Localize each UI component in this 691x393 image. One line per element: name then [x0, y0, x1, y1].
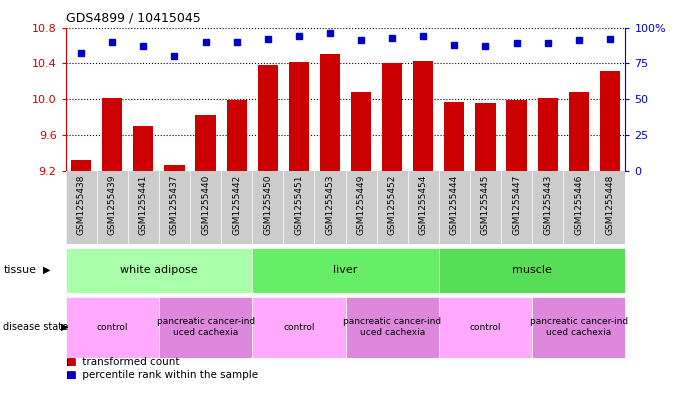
Bar [439, 248, 625, 293]
Text: GSM1255448: GSM1255448 [605, 174, 614, 235]
Text: GSM1255446: GSM1255446 [574, 174, 583, 235]
Bar [346, 297, 439, 358]
Text: GSM1255437: GSM1255437 [170, 174, 179, 235]
Bar [289, 62, 309, 393]
Text: tissue: tissue [3, 265, 37, 275]
Bar [439, 297, 532, 358]
Text: ■  percentile rank within the sample: ■ percentile rank within the sample [66, 370, 258, 380]
Text: GDS4899 / 10415045: GDS4899 / 10415045 [66, 12, 200, 25]
Text: GSM1255449: GSM1255449 [357, 174, 366, 235]
Text: ▶: ▶ [61, 322, 68, 332]
Text: disease state: disease state [3, 322, 68, 332]
Bar [444, 102, 464, 393]
Bar [538, 98, 558, 393]
Bar [66, 248, 252, 293]
Bar [252, 297, 346, 358]
Text: GSM1255439: GSM1255439 [108, 174, 117, 235]
Text: GSM1255438: GSM1255438 [77, 174, 86, 235]
Text: pancreatic cancer-ind
uced cachexia: pancreatic cancer-ind uced cachexia [156, 318, 255, 337]
Text: GSM1255441: GSM1255441 [139, 174, 148, 235]
Text: GSM1255450: GSM1255450 [263, 174, 272, 235]
Text: GSM1255454: GSM1255454 [419, 174, 428, 235]
Text: control: control [470, 323, 501, 332]
Bar [320, 54, 340, 393]
Text: GSM1255443: GSM1255443 [543, 174, 552, 235]
Bar [258, 65, 278, 393]
Bar [159, 297, 252, 358]
Bar [382, 63, 402, 393]
Bar [507, 100, 527, 393]
Bar [227, 100, 247, 393]
Text: control: control [97, 323, 128, 332]
Text: GSM1255452: GSM1255452 [388, 174, 397, 235]
Bar [475, 103, 495, 393]
Text: pancreatic cancer-ind
uced cachexia: pancreatic cancer-ind uced cachexia [343, 318, 442, 337]
Bar [413, 61, 433, 393]
Bar [196, 116, 216, 393]
Bar [532, 297, 625, 358]
Text: white adipose: white adipose [120, 265, 198, 275]
Text: GSM1255444: GSM1255444 [450, 174, 459, 235]
Bar [66, 297, 159, 358]
Bar [351, 92, 371, 393]
Text: ■  transformed count: ■ transformed count [66, 356, 179, 367]
Text: GSM1255440: GSM1255440 [201, 174, 210, 235]
Text: GSM1255447: GSM1255447 [512, 174, 521, 235]
Bar [569, 92, 589, 393]
Bar [252, 248, 439, 293]
Text: ▶: ▶ [43, 265, 50, 275]
Bar [71, 160, 91, 393]
Text: GSM1255451: GSM1255451 [294, 174, 303, 235]
Text: control: control [283, 323, 314, 332]
Bar [600, 71, 620, 393]
Text: GSM1255453: GSM1255453 [325, 174, 334, 235]
Bar [102, 98, 122, 393]
Text: ■: ■ [66, 370, 75, 380]
Text: pancreatic cancer-ind
uced cachexia: pancreatic cancer-ind uced cachexia [529, 318, 628, 337]
Text: muscle: muscle [512, 265, 552, 275]
Text: ■: ■ [66, 356, 75, 367]
Text: GSM1255445: GSM1255445 [481, 174, 490, 235]
Bar [133, 126, 153, 393]
Bar [164, 165, 184, 393]
Text: liver: liver [333, 265, 358, 275]
Text: GSM1255442: GSM1255442 [232, 174, 241, 235]
